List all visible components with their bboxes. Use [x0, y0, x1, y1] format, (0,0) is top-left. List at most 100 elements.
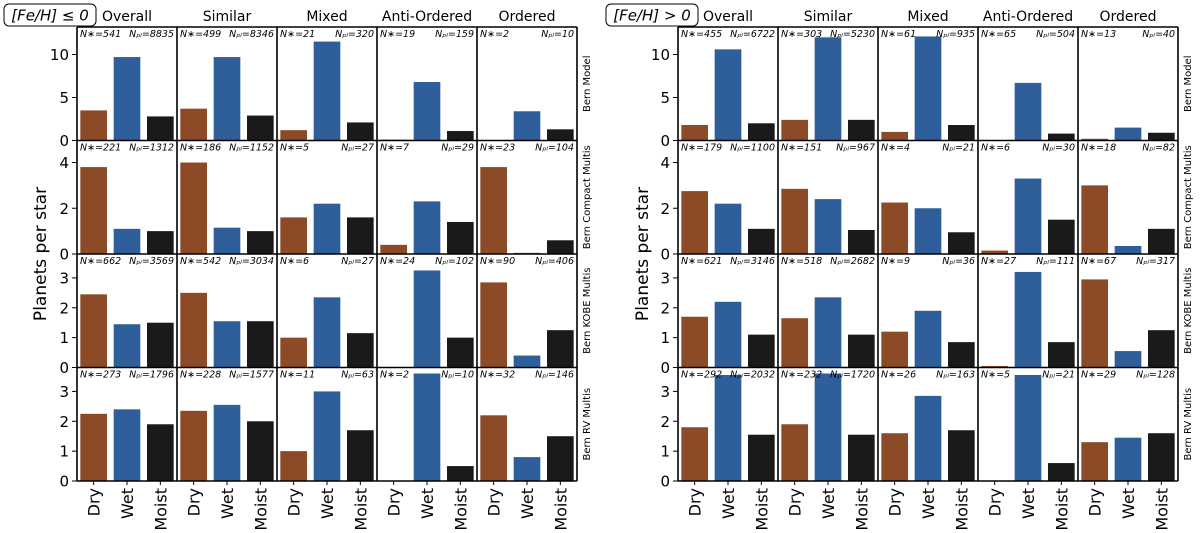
- bar-wet: [313, 391, 341, 481]
- bar-dry: [280, 217, 307, 254]
- y-tick-label: 5: [660, 89, 670, 107]
- bar-moist: [547, 436, 574, 481]
- n-planet-label: Nₚₗ=128: [1136, 370, 1175, 381]
- bar-wet: [213, 227, 241, 254]
- bar-dry: [280, 451, 307, 481]
- bar-wet: [113, 409, 141, 481]
- x-tick-label-moist: Moist: [952, 488, 971, 531]
- bar-moist: [1148, 228, 1175, 254]
- bar-wet: [914, 36, 942, 141]
- bar-wet: [113, 57, 141, 141]
- n-planet-label: Nₚₗ=102: [435, 256, 474, 267]
- bar-moist: [1048, 342, 1075, 368]
- n-planet-label: Nₚₗ=21: [1042, 370, 1075, 381]
- x-tick-label-moist: Moist: [551, 488, 570, 531]
- bar-wet: [714, 374, 742, 481]
- n-star-label: N∗=228: [180, 370, 221, 381]
- n-star-label: N∗=186: [180, 143, 221, 154]
- n-star-label: N∗=29: [1081, 370, 1116, 381]
- bar-moist: [1148, 330, 1175, 368]
- column-title-mixed: Mixed: [306, 9, 347, 25]
- bar-moist: [247, 321, 274, 368]
- x-tick-label-moist: Moist: [251, 488, 270, 531]
- x-tick-label-moist: Moist: [852, 488, 871, 531]
- n-planet-label: Nₚₗ=504: [1036, 29, 1075, 40]
- bar-moist: [1048, 463, 1075, 481]
- bar-wet: [714, 203, 742, 254]
- bar-wet: [113, 324, 141, 368]
- x-tick-label-moist: Moist: [1152, 488, 1171, 531]
- y-tick-label: 0: [59, 132, 69, 150]
- bar-wet: [914, 208, 942, 254]
- bar-wet: [313, 297, 341, 368]
- n-planet-label: Nₚₗ=8346: [229, 29, 274, 40]
- y-tick-label: 0: [660, 473, 670, 491]
- x-tick-label-dry: Dry: [986, 488, 1005, 516]
- bar-dry: [681, 427, 708, 481]
- n-star-label: N∗=9: [881, 256, 910, 267]
- bar-moist: [848, 229, 875, 254]
- bar-dry: [80, 413, 107, 481]
- bar-wet: [714, 49, 742, 141]
- y-axis-label: Planets per star: [31, 187, 51, 321]
- row-label-bern-rv-multis: Bern RV Multis: [582, 388, 593, 461]
- bar-wet: [113, 228, 141, 254]
- bar-dry: [280, 337, 307, 368]
- n-star-label: N∗=19: [380, 29, 415, 40]
- bar-wet: [313, 203, 341, 254]
- bar-wet: [1014, 178, 1042, 254]
- panel-metal-poor: [Fe/H] ≤ 0 Overall Similar Mixed Anti-Ordere…: [3, 3, 593, 531]
- bar-moist: [948, 430, 975, 481]
- n-star-label: N∗=67: [1081, 256, 1116, 267]
- x-tick-label-moist: Moist: [752, 488, 771, 531]
- x-tick-label-wet: Wet: [719, 488, 738, 519]
- bar-dry: [80, 294, 107, 368]
- bar-dry: [881, 433, 908, 481]
- n-planet-label: Nₚₗ=82: [1142, 143, 1175, 154]
- bar-dry: [1081, 185, 1108, 254]
- y-tick-label: 4: [660, 154, 670, 172]
- x-tick-label-dry: Dry: [385, 488, 404, 516]
- x-tick-label-moist: Moist: [351, 488, 370, 531]
- bar-wet: [814, 37, 842, 141]
- n-planet-label: Nₚₗ=27: [341, 143, 374, 154]
- n-star-label: N∗=499: [180, 29, 221, 40]
- bar-wet: [413, 201, 441, 254]
- bar-moist: [748, 334, 775, 368]
- bar-moist: [447, 466, 474, 481]
- n-planet-label: Nₚₗ=1796: [129, 370, 174, 381]
- n-star-label: N∗=21: [280, 29, 315, 40]
- x-tick-label-dry: Dry: [185, 488, 204, 516]
- n-star-label: N∗=11: [280, 370, 315, 381]
- bar-moist: [147, 231, 174, 254]
- bar-wet: [313, 41, 341, 141]
- n-planet-label: Nₚₗ=2032: [730, 370, 775, 381]
- n-planet-label: Nₚₗ=320: [335, 29, 374, 40]
- n-star-label: N∗=6: [981, 143, 1010, 154]
- x-tick-label-dry: Dry: [285, 488, 304, 516]
- column-title-ordered: Ordered: [499, 9, 556, 25]
- n-planet-label: Nₚₗ=21: [942, 143, 975, 154]
- bar-moist: [1148, 433, 1175, 481]
- n-star-label: N∗=2: [380, 370, 409, 381]
- n-planet-label: Nₚₗ=3569: [129, 256, 174, 267]
- y-tick-label: 2: [59, 413, 69, 431]
- bar-wet: [213, 57, 241, 141]
- column-title-similar: Similar: [804, 9, 853, 25]
- n-star-label: N∗=7: [380, 143, 409, 154]
- bar-dry: [681, 316, 708, 368]
- n-star-label: N∗=662: [80, 256, 121, 267]
- n-planet-label: Nₚₗ=935: [936, 29, 975, 40]
- bar-wet: [413, 270, 441, 368]
- x-tick-label-wet: Wet: [819, 488, 838, 519]
- bar-wet: [513, 355, 541, 368]
- bar-moist: [948, 342, 975, 368]
- x-tick-label-wet: Wet: [1019, 488, 1038, 519]
- bar-dry: [781, 318, 808, 368]
- n-star-label: N∗=292: [681, 370, 722, 381]
- n-planet-label: Nₚₗ=8835: [129, 29, 174, 40]
- bar-dry: [781, 188, 808, 254]
- bar-moist: [347, 430, 374, 481]
- bar-dry: [881, 131, 908, 141]
- n-planet-label: Nₚₗ=317: [1136, 256, 1175, 267]
